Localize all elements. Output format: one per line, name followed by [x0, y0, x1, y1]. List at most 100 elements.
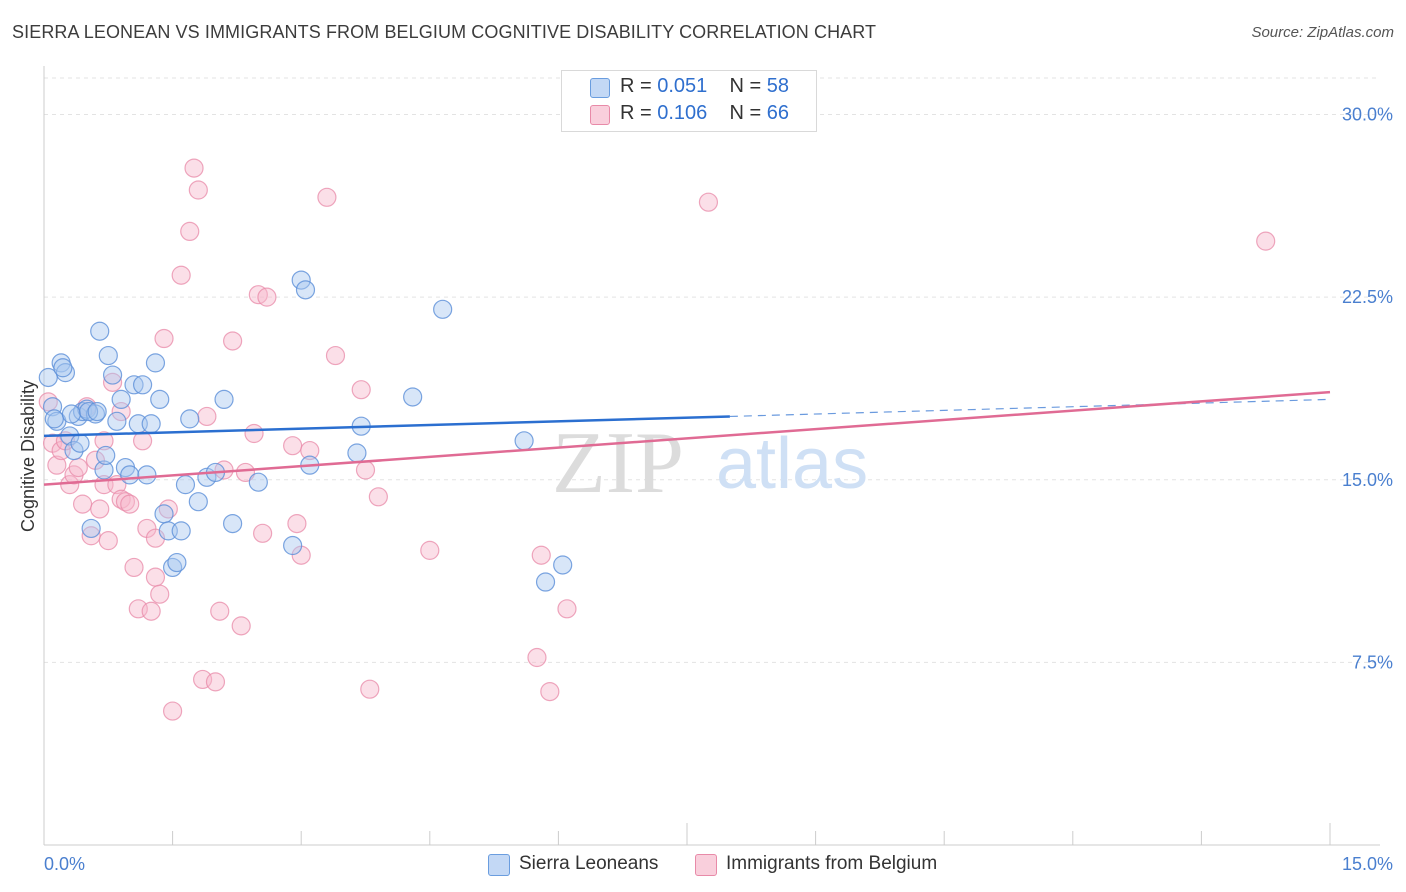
watermark-zip: ZIP	[552, 415, 684, 512]
legend-n-label: N =	[729, 75, 767, 97]
point-belgium	[150, 584, 170, 604]
point-belgium	[171, 265, 191, 285]
point-belgium	[98, 531, 118, 551]
x-tick-label: 0.0%	[44, 854, 85, 874]
trend-line-belgium	[43, 390, 1331, 486]
y-tick-label: 22.5%	[1342, 287, 1393, 307]
series-sierra-leonean-points	[38, 270, 573, 592]
point-sierra-leonean	[132, 375, 153, 395]
point-sierra-leonean	[61, 404, 82, 424]
point-belgium	[120, 494, 140, 514]
point-sierra-leonean	[53, 358, 73, 378]
point-belgium	[540, 681, 560, 702]
point-sierra-leonean	[81, 518, 101, 539]
point-belgium	[72, 494, 93, 514]
point-belgium	[351, 380, 371, 400]
legend-swatch-pink	[590, 105, 610, 125]
trend-line-sierra-leonean	[43, 415, 730, 438]
point-sierra-leonean	[188, 492, 208, 512]
point-sierra-leonean	[145, 353, 166, 373]
point-sierra-leonean	[291, 270, 311, 290]
grid-lines	[44, 77, 1380, 663]
point-belgium	[317, 187, 337, 207]
bottom-legend-label: Sierra Leoneans	[519, 853, 659, 874]
point-belgium	[235, 462, 256, 483]
point-belgium	[94, 431, 114, 451]
y-axis-label: Cognitive Disability	[18, 380, 38, 532]
point-belgium	[698, 192, 719, 212]
point-belgium	[184, 158, 204, 178]
bottom-legend-swatch-pink	[695, 854, 717, 876]
legend-r-value: 0.106	[657, 102, 708, 124]
legend-n-label: N =	[729, 102, 767, 124]
point-belgium	[145, 567, 166, 587]
bottom-legend-label: Immigrants from Belgium	[726, 853, 938, 874]
point-sierra-leonean	[283, 535, 303, 556]
point-belgium	[188, 180, 208, 200]
source-label: Source: ZipAtlas.com	[1251, 24, 1394, 41]
point-belgium	[124, 557, 144, 578]
point-belgium	[1256, 231, 1276, 251]
correlation-legend: R = 0.051 N = 58 R = 0.106 N = 66	[561, 70, 817, 132]
tick-labels: 7.5% 15.0% 22.5% 30.0% 0.0% 15.0%	[44, 105, 1393, 874]
point-sierra-leonean	[94, 460, 114, 480]
point-sierra-leonean	[175, 475, 196, 495]
point-belgium	[531, 545, 551, 565]
point-belgium	[283, 436, 303, 456]
legend-swatch-blue	[590, 78, 610, 98]
legend-r-label: R =	[620, 75, 658, 97]
point-belgium	[68, 457, 88, 478]
series-belgium-points	[38, 158, 1276, 721]
point-sierra-leonean	[553, 555, 573, 575]
bottom-legend-swatch-blue	[488, 854, 510, 876]
point-belgium	[257, 287, 277, 307]
point-belgium	[210, 601, 230, 621]
point-sierra-leonean	[180, 409, 200, 429]
point-sierra-leonean	[150, 389, 170, 410]
point-belgium	[141, 601, 161, 621]
legend-r-value: 0.051	[657, 75, 708, 97]
point-belgium	[253, 523, 273, 543]
point-belgium	[163, 701, 183, 721]
y-tick-label: 15.0%	[1342, 470, 1393, 490]
point-sierra-leonean	[120, 465, 140, 485]
point-belgium	[420, 540, 440, 560]
axes	[43, 66, 1380, 846]
point-sierra-leonean	[98, 345, 118, 366]
point-belgium	[102, 372, 123, 392]
point-sierra-leonean	[347, 443, 367, 463]
watermark-atlas: atlas	[716, 424, 868, 504]
point-belgium	[47, 455, 67, 475]
point-sierra-leonean	[96, 445, 116, 466]
point-sierra-leonean	[535, 572, 556, 592]
point-belgium	[527, 647, 547, 668]
point-belgium	[90, 499, 110, 519]
point-sierra-leonean	[223, 513, 243, 534]
point-sierra-leonean	[167, 552, 187, 573]
point-sierra-leonean	[70, 433, 90, 453]
point-sierra-leonean	[295, 280, 316, 300]
legend-n-value: 66	[766, 102, 790, 124]
point-sierra-leonean	[102, 365, 123, 385]
point-belgium	[205, 672, 226, 692]
point-sierra-leonean	[154, 504, 174, 524]
legend-r-label: R =	[620, 102, 658, 124]
x-tick-label: 15.0%	[1342, 854, 1393, 874]
point-sierra-leonean	[107, 411, 127, 431]
point-belgium	[360, 679, 380, 699]
point-sierra-leonean	[87, 401, 107, 422]
point-belgium	[197, 406, 217, 427]
y-tick-label: 30.0%	[1342, 105, 1393, 125]
point-belgium	[180, 221, 200, 241]
point-sierra-leonean	[214, 389, 234, 410]
trend-lines	[43, 390, 1331, 486]
trend-line-sierra-leonean-extension	[729, 398, 1331, 418]
point-sierra-leonean	[141, 414, 161, 434]
point-belgium	[287, 513, 307, 534]
point-sierra-leonean	[248, 472, 268, 492]
point-sierra-leonean	[433, 299, 453, 319]
point-belgium	[223, 331, 243, 351]
point-sierra-leonean	[111, 389, 131, 410]
point-belgium	[355, 460, 376, 480]
